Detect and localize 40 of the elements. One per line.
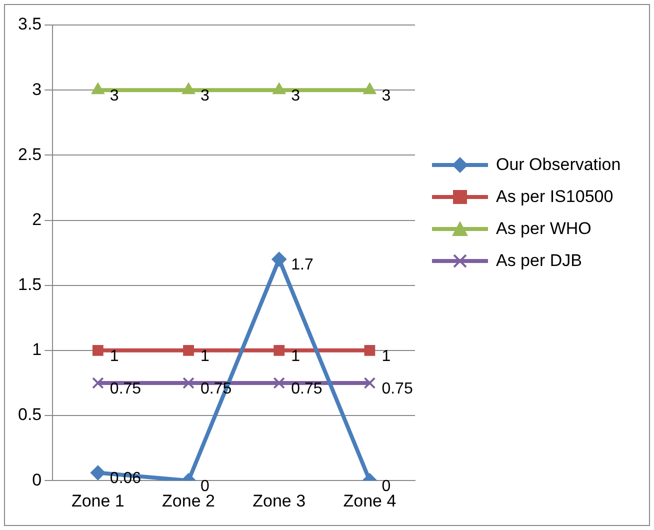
point xyxy=(90,465,106,480)
y-tick-label: 1 xyxy=(32,340,42,360)
point xyxy=(92,377,104,389)
point xyxy=(91,82,104,94)
legend-label: As per DJB xyxy=(496,251,582,271)
y-tick-label: 2.5 xyxy=(18,144,42,164)
point xyxy=(182,82,196,94)
data-label: 0.75 xyxy=(110,380,142,398)
data-label: 1 xyxy=(200,348,210,365)
data-label: 1 xyxy=(291,348,300,365)
data-label: 0.75 xyxy=(382,380,413,398)
point xyxy=(183,344,194,356)
data-label: 3 xyxy=(110,87,119,104)
point xyxy=(274,344,285,356)
point xyxy=(273,377,286,389)
data-label: 3 xyxy=(200,87,210,104)
point xyxy=(272,82,286,94)
point xyxy=(182,377,194,389)
y-tick-label: 2 xyxy=(32,210,42,229)
legend-label: As per WHO xyxy=(496,219,592,239)
data-label: 1 xyxy=(110,348,119,365)
point xyxy=(272,252,287,267)
data-label: 3 xyxy=(291,87,300,104)
y-tick-label: 3 xyxy=(32,80,42,99)
x-tick-label: Zone 1 xyxy=(71,491,124,510)
data-label: 1.7 xyxy=(291,256,314,274)
data-label: 3 xyxy=(382,87,391,104)
data-label: 1 xyxy=(382,348,391,365)
legend-label: As per IS10500 xyxy=(496,187,614,207)
data-label: 0.75 xyxy=(291,380,322,398)
point xyxy=(364,377,376,389)
y-tick-label: 3.5 xyxy=(18,14,42,34)
legend-label: Our Observation xyxy=(496,155,621,175)
y-tick-label: 0.5 xyxy=(18,405,42,424)
x-tick-label: Zone 3 xyxy=(252,491,306,510)
point xyxy=(92,344,104,356)
point xyxy=(364,344,376,356)
point xyxy=(363,82,376,94)
y-tick-label: 0 xyxy=(32,470,42,490)
y-tick-label: 1.5 xyxy=(18,275,42,294)
